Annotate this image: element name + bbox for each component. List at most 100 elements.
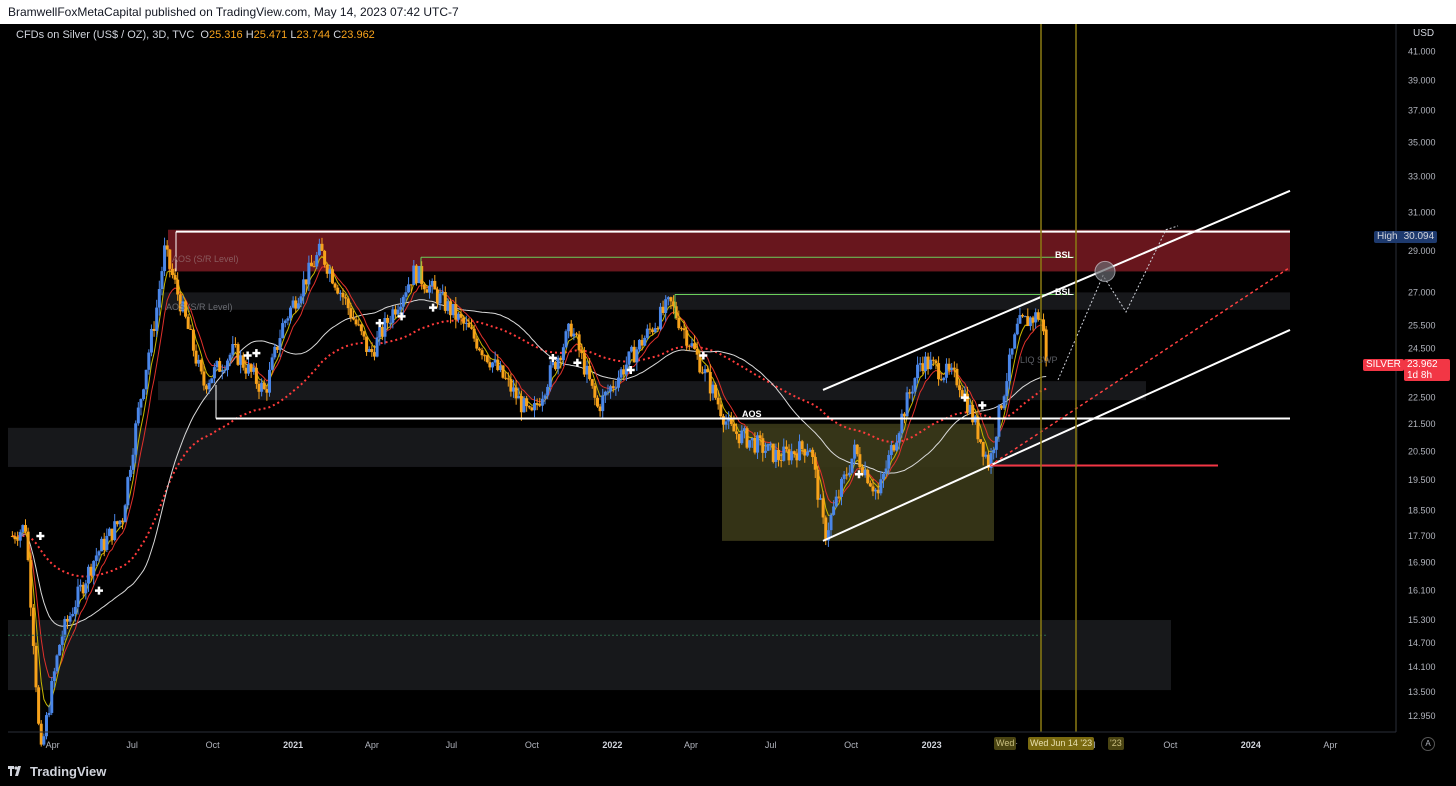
candle — [714, 382, 718, 400]
candle — [819, 494, 823, 500]
candle-body — [244, 367, 248, 374]
candle-body — [658, 306, 662, 330]
candle-body — [976, 416, 980, 440]
candle — [619, 367, 623, 382]
candle — [1013, 332, 1017, 350]
candle — [239, 350, 243, 374]
candle — [186, 314, 190, 330]
candle-body — [433, 280, 437, 290]
candle-body — [824, 517, 828, 541]
candle — [798, 434, 802, 461]
candle-body — [351, 317, 355, 320]
candle-body — [181, 301, 185, 312]
candle-body — [149, 328, 153, 353]
candle-body — [23, 525, 27, 532]
auto-scale-button[interactable]: A — [1421, 737, 1435, 751]
candle — [989, 447, 993, 474]
candle — [433, 275, 437, 290]
candle-body — [624, 364, 628, 375]
candle-body — [703, 369, 707, 374]
candle-body — [858, 454, 862, 468]
candle — [708, 364, 712, 402]
candle-body — [792, 451, 796, 455]
ema-slow-dotted — [12, 319, 1047, 578]
candle — [1026, 308, 1030, 327]
candle — [349, 302, 353, 322]
candle — [1023, 315, 1027, 318]
candle — [142, 388, 146, 401]
candle — [1034, 308, 1038, 329]
candle — [456, 311, 460, 323]
price-tick-label: 25.500 — [1408, 320, 1436, 330]
candle — [84, 579, 88, 600]
candle-body — [719, 404, 723, 417]
time-tick-label: Apr — [46, 740, 60, 750]
candle — [947, 358, 951, 375]
chart-area[interactable]: AOS (S/R Level) AOS (S/R Level) BSL BSL … — [8, 24, 1456, 756]
candle — [805, 443, 809, 457]
candle-body — [462, 317, 466, 324]
candle-body — [921, 363, 925, 372]
bsl-label-upper: BSL — [1055, 250, 1074, 260]
candle — [771, 443, 775, 464]
candle — [926, 352, 930, 375]
candle — [491, 361, 495, 373]
candle — [504, 372, 508, 381]
candle-body — [34, 645, 38, 688]
candle — [666, 296, 670, 306]
candle-body — [640, 339, 644, 346]
candle — [522, 395, 526, 413]
candle — [39, 720, 43, 747]
candle-body — [349, 308, 353, 318]
high-tag-value: 30.094 — [1403, 231, 1435, 242]
candle-body — [834, 496, 838, 507]
candle-body — [184, 301, 188, 317]
candle-body — [121, 520, 125, 523]
candle-body — [606, 391, 610, 393]
candle — [330, 266, 334, 285]
candle-body — [790, 451, 794, 461]
candle-body — [435, 289, 439, 304]
candle-body — [139, 399, 143, 408]
candle-body — [488, 362, 492, 368]
candle-body — [68, 616, 72, 622]
candle-body — [113, 521, 117, 541]
candle — [496, 354, 500, 372]
candle — [960, 387, 964, 398]
candle-body — [556, 357, 560, 370]
candle-body — [13, 536, 17, 540]
candle-body — [519, 396, 523, 413]
candle — [194, 344, 198, 367]
candle — [247, 358, 251, 376]
candle — [210, 378, 214, 384]
candle-body — [774, 449, 778, 462]
candle — [651, 327, 655, 336]
candle-body — [727, 418, 731, 422]
candle-body — [637, 339, 641, 350]
candle — [769, 441, 773, 451]
candle — [622, 365, 626, 379]
candle — [365, 336, 369, 356]
time-tick-label: Oct — [844, 740, 859, 750]
candle-body — [147, 352, 151, 370]
candle-body — [160, 271, 164, 289]
legend-low: 23.744 — [296, 29, 331, 41]
candle-body — [984, 454, 988, 457]
candle-body — [829, 514, 833, 531]
tradingview-logo[interactable]: TradingView — [8, 764, 106, 779]
candle-body — [832, 506, 836, 515]
price-chart[interactable]: AOS (S/R Level) AOS (S/R Level) BSL BSL … — [8, 24, 1456, 756]
candle-body — [567, 323, 571, 332]
candle-body — [485, 355, 489, 363]
candle-body — [320, 243, 324, 251]
time-cursor-label: Wed Jun 14 '23 — [1028, 737, 1095, 750]
candle-body — [960, 390, 964, 397]
candle — [527, 405, 531, 410]
candle-body — [876, 489, 880, 494]
candle-body — [585, 365, 589, 375]
zone-label-lower: AOS (S/R Level) — [166, 302, 233, 312]
candle — [386, 314, 390, 330]
candle-body — [530, 407, 534, 411]
candle-body — [527, 406, 531, 408]
candle — [569, 320, 573, 338]
